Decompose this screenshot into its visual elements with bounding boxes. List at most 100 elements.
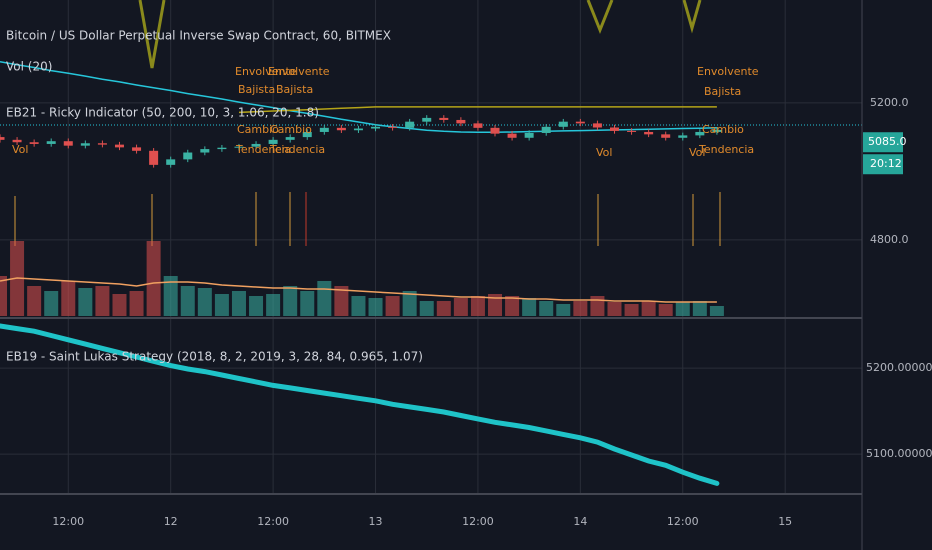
candle-body bbox=[712, 129, 722, 132]
x-tick-label: 13 bbox=[369, 515, 383, 528]
legend-entry: Vol (20) bbox=[6, 60, 52, 74]
annotation: Envolvente bbox=[697, 65, 759, 78]
candle-body bbox=[29, 142, 39, 144]
y-tick-label: 5100.00000000 bbox=[866, 447, 932, 460]
volume-bar bbox=[78, 288, 93, 316]
volume-bar bbox=[436, 301, 451, 316]
candle-body bbox=[592, 123, 602, 128]
candle-body bbox=[285, 137, 295, 140]
x-tick-label: 12:00 bbox=[52, 515, 84, 528]
annotation: Tendencia bbox=[269, 143, 325, 156]
y-tick-label: 5200.0 bbox=[870, 96, 909, 109]
candle-body bbox=[183, 152, 193, 160]
y-tick-label: 5200.00000000 bbox=[866, 361, 932, 374]
last-price-box bbox=[863, 132, 903, 153]
candle-body bbox=[217, 147, 227, 150]
candle-body bbox=[200, 149, 210, 153]
candle-body bbox=[609, 127, 619, 131]
candle-body bbox=[63, 141, 73, 146]
candle-body bbox=[132, 147, 142, 151]
annotation: Cambio bbox=[237, 123, 279, 136]
volume-bar bbox=[658, 304, 673, 316]
x-tick-label: 12:00 bbox=[462, 515, 494, 528]
y-tick-label: 4800.0 bbox=[870, 233, 909, 246]
countdown-box bbox=[863, 154, 903, 175]
candle-body bbox=[439, 117, 449, 120]
chart-title: Bitcoin / US Dollar Perpetual Inverse Sw… bbox=[6, 29, 391, 43]
volume-bar bbox=[607, 302, 622, 316]
candle-body bbox=[234, 146, 244, 148]
zigzag bbox=[586, 0, 614, 35]
annotation: Envolvente bbox=[235, 65, 297, 78]
annotation: Bajista bbox=[276, 83, 313, 96]
volume-bar bbox=[470, 296, 485, 316]
volume-bar bbox=[402, 291, 417, 316]
x-tick-label: 12:00 bbox=[257, 515, 289, 528]
volume-bar bbox=[709, 306, 724, 316]
volume-bar bbox=[0, 276, 7, 316]
volume-bar bbox=[300, 291, 315, 316]
volume-bar bbox=[539, 301, 554, 316]
plot bbox=[0, 60, 724, 486]
volume-bar bbox=[419, 301, 434, 316]
volume-bar bbox=[556, 304, 571, 316]
decorations bbox=[0, 0, 863, 550]
candle-body bbox=[166, 159, 176, 165]
zigzag bbox=[682, 0, 702, 34]
candle-body bbox=[541, 126, 551, 133]
volume-bar bbox=[283, 286, 298, 316]
candle-body bbox=[695, 131, 705, 136]
annotation: Vol bbox=[596, 146, 612, 159]
pane-title: EB19 - Saint Lukas Strategy (2018, 8, 2,… bbox=[6, 350, 423, 364]
candle-body bbox=[149, 150, 159, 165]
candle-body bbox=[507, 133, 517, 138]
candle-body bbox=[422, 117, 432, 122]
strategy-line bbox=[0, 323, 720, 486]
candle-body bbox=[114, 144, 124, 148]
volume-bar bbox=[266, 294, 281, 316]
candle-body bbox=[251, 143, 261, 147]
candle-body bbox=[302, 131, 312, 138]
annotation: Vol bbox=[12, 143, 28, 156]
volume-bar bbox=[624, 304, 639, 316]
volume-ma-line bbox=[0, 277, 717, 303]
volume-bar bbox=[488, 294, 503, 316]
annotation: Tendencia bbox=[235, 143, 291, 156]
volume-bar bbox=[317, 281, 332, 316]
volume-bar bbox=[95, 286, 110, 316]
candle-body bbox=[644, 131, 654, 135]
volume-bar bbox=[249, 296, 264, 316]
countdown-label: 20:12 bbox=[870, 157, 902, 170]
candle-body bbox=[490, 127, 500, 134]
zigzag bbox=[138, 0, 166, 69]
volume-bar bbox=[180, 286, 195, 316]
last-price-label: 5085.0 bbox=[868, 135, 907, 148]
candle-body bbox=[575, 121, 585, 124]
volume-bar bbox=[368, 298, 383, 316]
volume-bar bbox=[641, 301, 656, 316]
volume-bar bbox=[453, 298, 468, 316]
volume-bar bbox=[214, 294, 229, 316]
volume-bar bbox=[27, 286, 42, 316]
candle-body bbox=[456, 119, 466, 124]
candle-body bbox=[97, 143, 107, 145]
volume-bar bbox=[334, 286, 349, 316]
legend-entry: EB21 - Ricky Indicator (50, 200, 10, 3, … bbox=[6, 106, 319, 120]
annotation: Tendencia bbox=[698, 143, 754, 156]
volume-bar bbox=[573, 301, 588, 316]
annotation: Cambio bbox=[702, 123, 744, 136]
x-tick-label: 12 bbox=[164, 515, 178, 528]
candle-body bbox=[473, 123, 483, 128]
volume-bar bbox=[146, 241, 161, 316]
candle-body bbox=[388, 126, 398, 128]
x-tick-label: 14 bbox=[573, 515, 587, 528]
candle-body bbox=[12, 139, 22, 143]
annotation: Envolvente bbox=[268, 65, 330, 78]
grid bbox=[0, 0, 862, 494]
candle-body bbox=[627, 130, 637, 132]
x-tick-label: 12:00 bbox=[667, 515, 699, 528]
volume-bar bbox=[61, 281, 76, 316]
volume-bar bbox=[44, 291, 59, 316]
